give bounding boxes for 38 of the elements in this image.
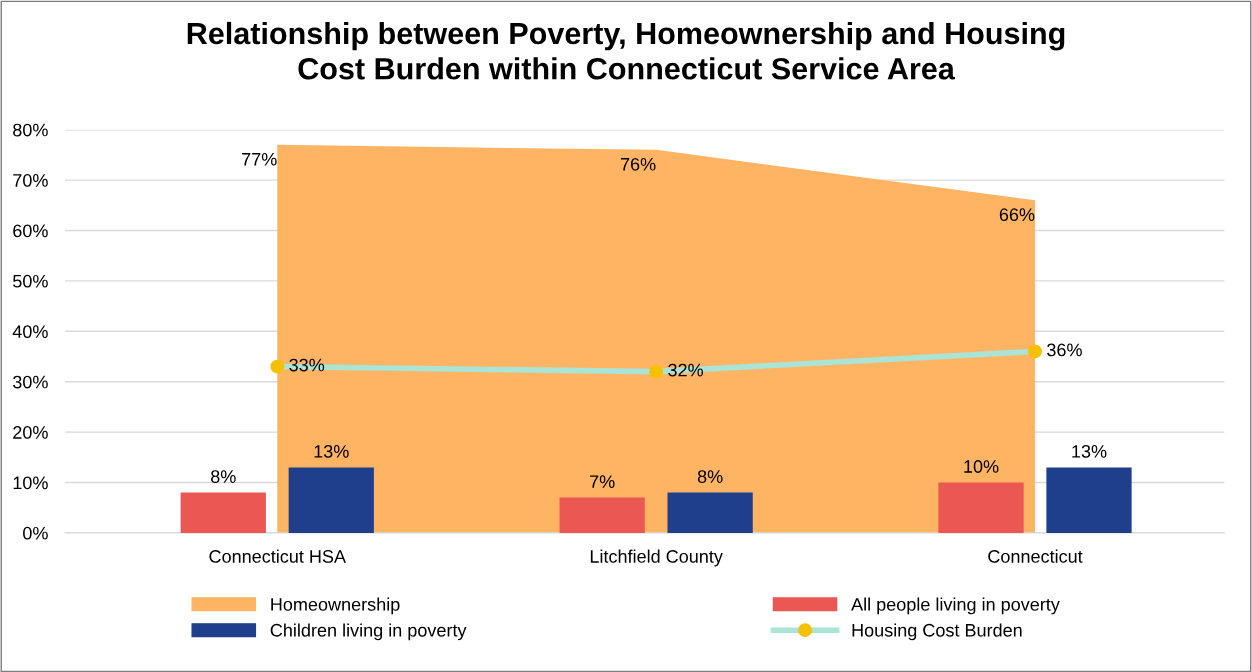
y-tick-label: 0% xyxy=(23,526,48,540)
bar xyxy=(559,497,645,533)
data-label: 36% xyxy=(1047,343,1082,357)
x-tick-label: Connecticut xyxy=(988,549,1083,563)
y-tick-label: 50% xyxy=(13,274,48,288)
data-label: 8% xyxy=(211,470,236,483)
legend-label: Homeownership xyxy=(271,597,400,615)
y-tick-label: 30% xyxy=(12,375,48,389)
chart-title: Relationship between Poverty, Homeownership and Housing Cost Burden within Connecticut Service Area xyxy=(187,21,1065,80)
x-tick-label: Litchfield County xyxy=(590,549,723,567)
data-label: 76% xyxy=(620,157,656,171)
legend-label: Housing Cost Burden xyxy=(852,623,1022,641)
data-label: 13% xyxy=(314,444,349,458)
point xyxy=(1028,344,1042,359)
y-tick-label: 40% xyxy=(12,325,48,339)
data-label: 10% xyxy=(964,460,999,473)
data-label: 32% xyxy=(668,363,704,377)
y-tick-label: 10% xyxy=(13,476,48,490)
x-tick-label: Connecticut HSA xyxy=(209,549,346,563)
data-label: 8% xyxy=(697,470,723,483)
data-label: 66% xyxy=(999,208,1035,222)
bar xyxy=(1046,467,1132,533)
point xyxy=(649,364,664,379)
y-tick-label: 60% xyxy=(13,224,48,238)
legend-label: Children living in poverty xyxy=(270,623,467,641)
data-label: 77% xyxy=(242,152,277,166)
data-label: 7% xyxy=(590,475,615,488)
bar xyxy=(180,492,266,533)
bar xyxy=(667,492,753,533)
data-label: 13% xyxy=(1072,444,1107,458)
point xyxy=(270,359,285,374)
y-tick-label: 70% xyxy=(13,174,48,187)
legend-label: All people living in poverty xyxy=(851,597,1060,615)
bar xyxy=(938,482,1024,533)
y-tick-label: 80% xyxy=(13,123,48,137)
data-label: 33% xyxy=(289,358,325,372)
bar xyxy=(288,467,374,533)
y-tick-label: 20% xyxy=(13,426,48,439)
